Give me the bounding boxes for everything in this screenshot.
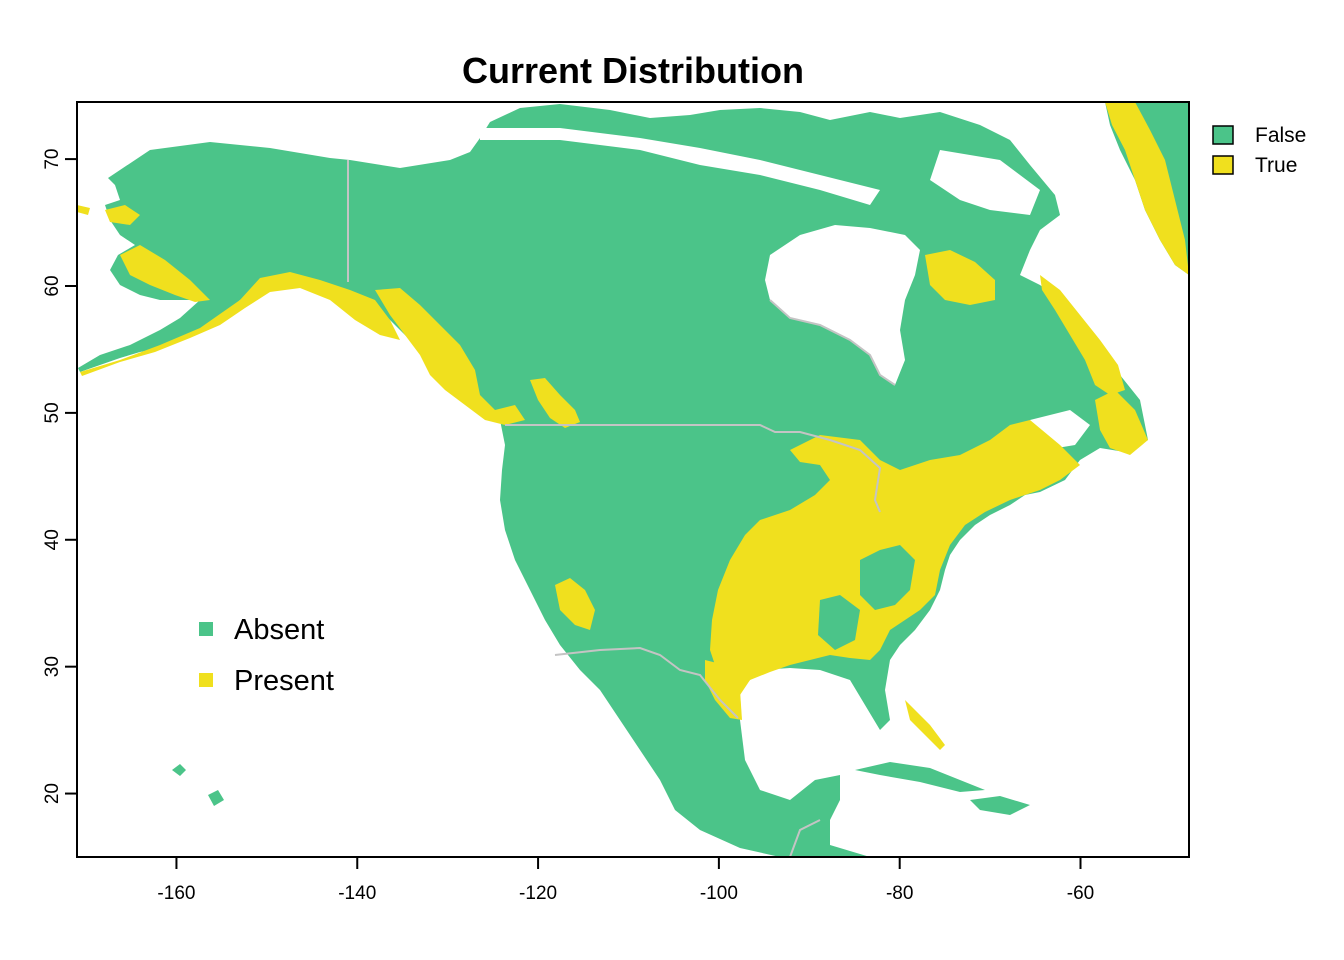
present-newfoundland xyxy=(1040,275,1125,395)
present-alaska-west xyxy=(120,245,210,302)
present-gulf-coast xyxy=(705,660,742,720)
legend-label: False xyxy=(1255,124,1306,147)
legend-label: Absent xyxy=(234,614,324,646)
present-chukotka xyxy=(77,205,90,215)
absent-patch-appalachian xyxy=(860,545,915,610)
present-bahamas xyxy=(905,700,945,750)
arctic-channel xyxy=(480,128,880,205)
greenland-present xyxy=(1105,102,1189,275)
legend-outer: False True xyxy=(1212,124,1306,177)
hawaii xyxy=(172,764,224,806)
x-tick-label: -60 xyxy=(1067,883,1094,904)
present-nova-scotia xyxy=(1095,390,1148,455)
x-tick-label: -160 xyxy=(157,883,195,904)
legend-inner: Absent Present xyxy=(199,614,334,697)
legend-label: True xyxy=(1255,154,1297,177)
legend-swatch xyxy=(199,622,213,636)
y-tick-label: 60 xyxy=(42,275,63,296)
legend-swatch xyxy=(199,673,213,687)
present-alaska-coast xyxy=(80,272,400,376)
legend-label: Present xyxy=(234,665,334,697)
map-land-layer xyxy=(77,102,1189,857)
absent-patch-southeast xyxy=(818,595,860,650)
present-arizona xyxy=(555,578,595,630)
present-alaska-north xyxy=(105,205,140,225)
political-borders xyxy=(347,160,896,857)
hispaniola xyxy=(970,796,1030,815)
map-title: Current Distribution xyxy=(462,50,804,91)
hudson-bay xyxy=(765,225,920,385)
x-tick-label: -120 xyxy=(519,883,557,904)
y-tick-label: 20 xyxy=(42,783,63,804)
present-labrador xyxy=(925,250,995,305)
legend-swatch xyxy=(1212,125,1234,145)
present-rockies xyxy=(530,378,580,428)
cuba xyxy=(855,762,985,792)
x-tick-label: -140 xyxy=(338,883,376,904)
present-bc-coast xyxy=(375,288,525,425)
legend-swatch xyxy=(1212,155,1234,175)
y-tick-label: 30 xyxy=(42,656,63,677)
x-tick-label: -80 xyxy=(886,883,913,904)
y-tick-label: 70 xyxy=(42,149,63,170)
y-tick-label: 50 xyxy=(42,402,63,423)
x-axis: -160 -140 -120 -100 -80 -60 xyxy=(157,856,1094,904)
x-tick-label: -100 xyxy=(700,883,738,904)
y-axis: 20 30 40 50 60 70 xyxy=(42,149,78,804)
y-tick-label: 40 xyxy=(42,529,63,550)
baffin-bay xyxy=(930,150,1040,215)
